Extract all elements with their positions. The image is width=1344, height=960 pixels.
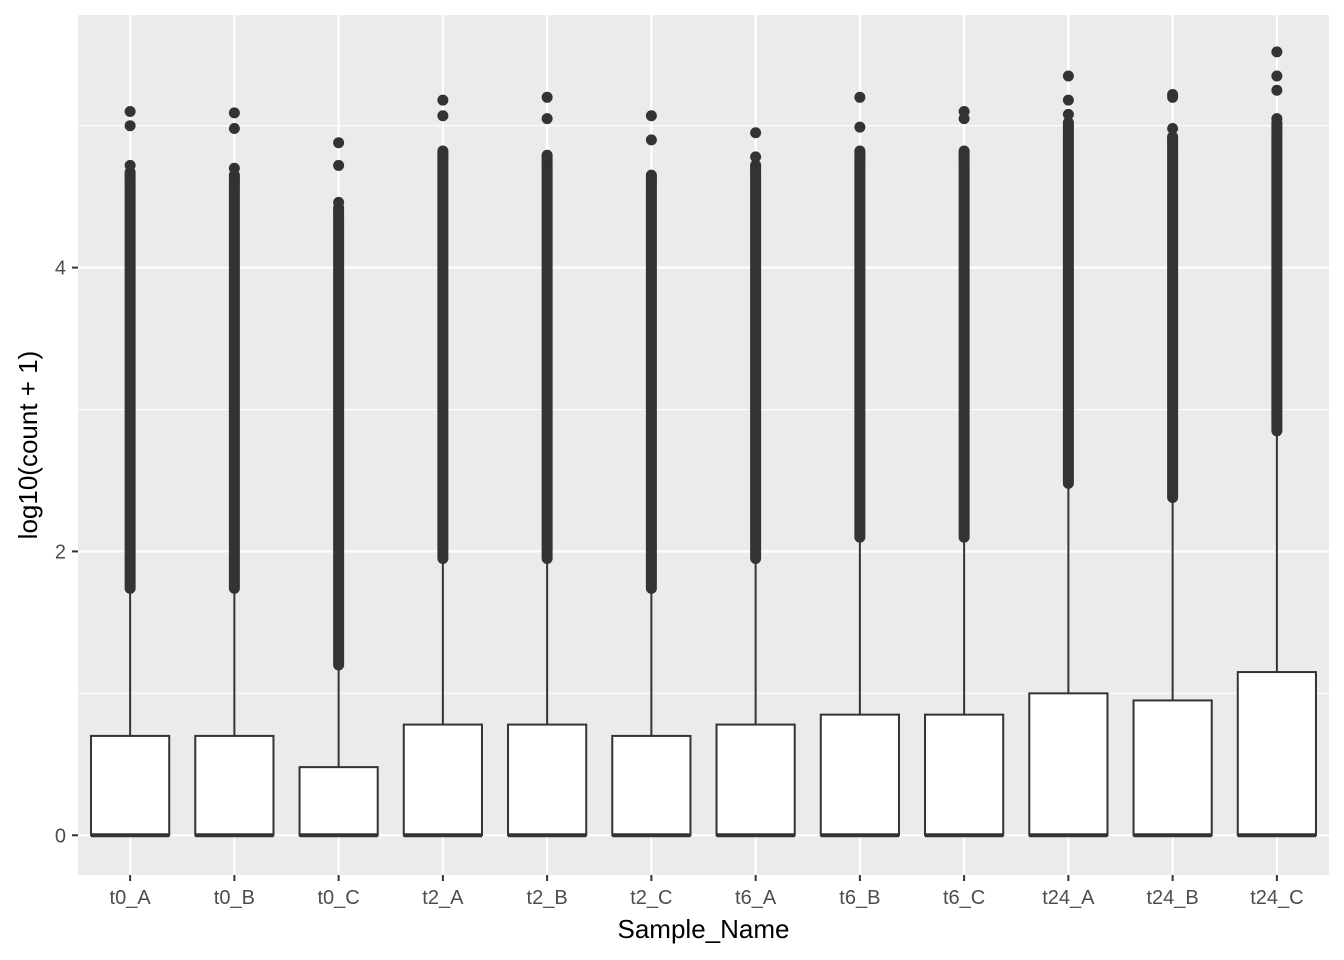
outlier-point <box>1167 123 1179 135</box>
box-t6_B <box>819 91 900 838</box>
box-rect <box>1236 671 1317 837</box>
outlier-point <box>228 107 240 119</box>
box-t24_A <box>1028 70 1109 838</box>
x-tick-label: t24_A <box>1042 887 1095 909</box>
outlier-point <box>645 134 657 146</box>
outlier-point <box>228 162 240 174</box>
y-tick-label: 0 <box>55 825 66 847</box>
box-rect <box>715 723 796 837</box>
outlier-point <box>228 123 240 135</box>
outlier-point <box>854 121 866 133</box>
outlier-point <box>1062 70 1074 82</box>
box-rect <box>194 734 275 837</box>
x-tick-label: t6_B <box>839 887 880 909</box>
box-rect <box>924 713 1005 837</box>
box-t2_C <box>611 110 692 838</box>
outlier-point <box>124 159 136 171</box>
outlier-point <box>333 196 345 208</box>
outlier-point <box>958 145 970 157</box>
outlier-point <box>541 113 553 125</box>
x-tick-label: t24_C <box>1250 887 1303 909</box>
box-rect <box>1132 699 1213 837</box>
box-rect <box>298 766 379 837</box>
x-tick-label: t2_B <box>527 887 568 909</box>
box-rect <box>1028 692 1109 837</box>
outlier-point <box>750 151 762 163</box>
outlier-point <box>1062 108 1074 120</box>
outlier-point <box>1062 94 1074 106</box>
y-tick-label: 4 <box>55 258 66 280</box>
box-t2_B <box>507 91 588 838</box>
outlier-point <box>124 120 136 132</box>
box-t24_C <box>1236 46 1317 838</box>
outlier-point <box>1167 88 1179 100</box>
y-axis: 0 2 4 <box>55 258 78 847</box>
box-t0_B <box>194 107 275 838</box>
box-rect <box>819 713 900 837</box>
minor-gridlines <box>78 125 1329 694</box>
outlier-point <box>541 149 553 161</box>
x-axis: t0_A t0_B t0_C t2_A t2_B t2_C t6_A t6_B t6_C t24_… <box>110 875 1304 909</box>
outlier-point <box>124 106 136 118</box>
x-tick-label: t6_A <box>735 887 777 909</box>
outlier-point <box>437 145 449 157</box>
x-tick-label: t24_B <box>1146 887 1198 909</box>
box-rect <box>611 734 692 837</box>
outlier-point <box>437 110 449 122</box>
outlier-point <box>854 145 866 157</box>
plot-panel <box>78 15 1329 875</box>
box-t0_A <box>90 106 171 838</box>
y-axis-title: log10(count + 1) <box>13 351 43 540</box>
box-rect <box>507 723 588 837</box>
box-t6_A <box>715 127 796 838</box>
box-t24_B <box>1132 88 1213 838</box>
outlier-point <box>1167 131 1179 143</box>
outlier-point <box>750 159 762 171</box>
outlier-point <box>1271 113 1283 125</box>
box-marks <box>90 46 1317 838</box>
outlier-point <box>958 106 970 118</box>
outlier-point <box>1062 117 1074 129</box>
outlier-point <box>541 91 553 103</box>
box-rect <box>402 723 483 837</box>
x-tick-label: t0_C <box>318 887 360 909</box>
x-tick-label: t0_B <box>214 887 255 909</box>
box-t2_A <box>402 94 483 838</box>
outlier-point <box>854 91 866 103</box>
box-t6_C <box>924 106 1005 838</box>
outlier-point <box>1271 84 1283 96</box>
x-axis-title: Sample_Name <box>618 914 790 944</box>
y-tick-label: 2 <box>55 541 66 563</box>
box-t0_C <box>298 137 379 838</box>
outlier-point <box>1271 46 1283 58</box>
x-tick-label: t2_C <box>630 887 672 909</box>
outlier-point <box>437 94 449 106</box>
outlier-point <box>645 169 657 181</box>
outlier-point <box>645 110 657 122</box>
x-tick-label: t6_C <box>943 887 985 909</box>
box-rect <box>90 734 171 837</box>
outlier-point <box>1271 70 1283 82</box>
outlier-point <box>333 137 345 149</box>
outlier-point <box>333 159 345 171</box>
x-tick-label: t0_A <box>110 887 152 909</box>
x-tick-label: t2_A <box>422 887 464 909</box>
outlier-point <box>750 127 762 139</box>
